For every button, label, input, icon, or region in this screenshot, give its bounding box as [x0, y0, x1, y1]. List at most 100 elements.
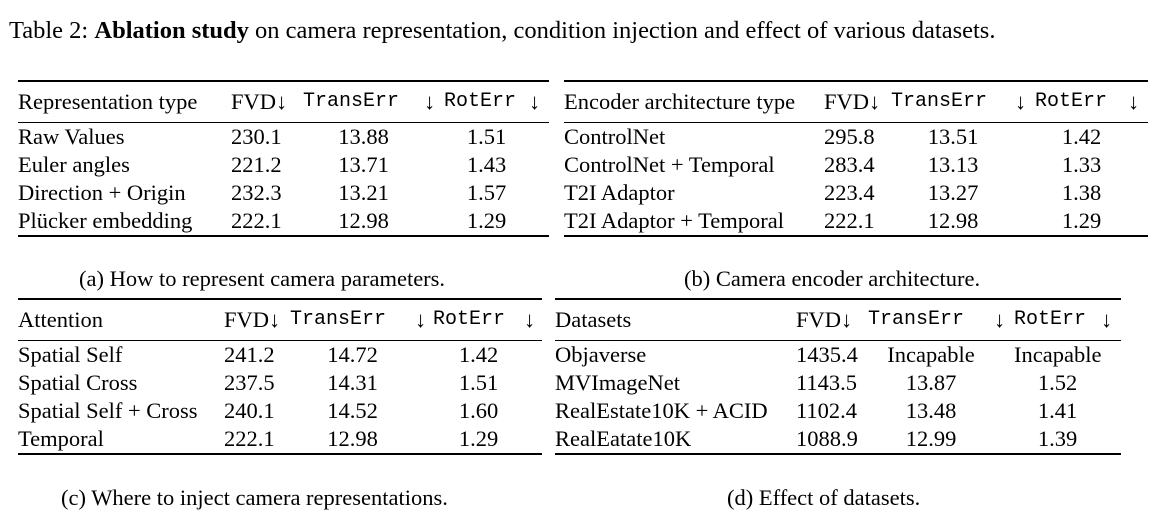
table-a-header-row: Representation type FVD↓ TransErr ↓ RotE… — [18, 80, 549, 123]
col-header-roterr: RotErr — [433, 298, 524, 341]
roterr-value: 1.52 — [1037, 369, 1078, 395]
col-header-transerr: TransErr — [868, 298, 994, 341]
col-header-transerr-arrow: ↓ — [424, 80, 444, 123]
roterr-value: 1.43 — [466, 151, 507, 177]
roterr-value: 1.33 — [1061, 151, 1102, 177]
fvd-value: 241.2 — [224, 341, 275, 367]
table-row: ControlNet + Temporal 283.4 13.13 1.33 — [564, 151, 1148, 179]
row-label: RealEstate10K + ACID — [555, 397, 768, 423]
fvd-value: 223.4 — [824, 179, 875, 205]
table-row: MVImageNet 1143.5 13.87 1.52 — [555, 369, 1121, 397]
table-row: Temporal 222.1 12.98 1.29 — [18, 425, 542, 455]
table-c-header-row: Attention FVD↓ TransErr ↓ RotErr ↓ — [18, 298, 542, 341]
transerr-value: 13.13 — [927, 151, 979, 177]
col-header-roterr-arrow: ↓ — [524, 298, 542, 341]
transerr-value: 12.98 — [891, 207, 1015, 237]
row-label: T2I Adaptor — [564, 179, 675, 205]
fvd-value: 1143.5 — [796, 369, 858, 395]
table-b-caption: (b) Camera encoder architecture. — [684, 266, 981, 291]
table-row: Plücker embedding 222.1 12.98 1.29 — [18, 207, 549, 237]
table-row: Direction + Origin 232.3 13.21 1.57 — [18, 179, 549, 207]
col-header-roterr: RotErr — [1035, 80, 1128, 123]
transerr-value: 13.71 — [338, 151, 389, 177]
col-header-representation-type: Representation type — [18, 80, 231, 123]
table-row: T2I Adaptor 223.4 13.27 1.38 — [564, 179, 1148, 207]
transerr-value: 14.52 — [327, 397, 378, 423]
col-header-transerr: TransErr — [303, 80, 424, 123]
roterr-value: 1.29 — [433, 425, 524, 455]
table-d: Datasets FVD↓ TransErr ↓ RotErr ↓ Objave… — [555, 298, 1121, 455]
col-header-transerr-arrow: ↓ — [415, 298, 433, 341]
transerr-value: 14.72 — [327, 341, 378, 367]
row-label: ControlNet + Temporal — [564, 151, 775, 177]
col-header-transerr-arrow: ↓ — [1015, 80, 1035, 123]
transerr-value: Incapable — [887, 341, 975, 367]
table-row: RealEstate10K + ACID 1102.4 13.48 1.41 — [555, 397, 1121, 425]
table-row: Spatial Cross 237.5 14.31 1.51 — [18, 369, 542, 397]
transerr-value: 13.87 — [905, 369, 957, 395]
fvd-value: 1088.9 — [796, 425, 868, 455]
table-row: RealEatate10K 1088.9 12.99 1.39 — [555, 425, 1121, 455]
table-d-caption: (d) Effect of datasets. — [727, 485, 921, 510]
col-header-roterr-arrow: ↓ — [529, 80, 549, 123]
col-header-fvd: FVD↓ — [231, 80, 303, 123]
table-a: Representation type FVD↓ TransErr ↓ RotE… — [18, 80, 549, 237]
transerr-value: 14.31 — [327, 369, 378, 395]
row-label: Raw Values — [18, 123, 125, 149]
row-label: ControlNet — [564, 123, 666, 149]
roterr-value: 1.51 — [458, 369, 499, 395]
row-label: Spatial Self — [18, 341, 123, 367]
table-b: Encoder architecture type FVD↓ TransErr … — [564, 80, 1148, 237]
table-c: Attention FVD↓ TransErr ↓ RotErr ↓ Spati… — [18, 298, 542, 455]
col-header-roterr: RotErr — [444, 80, 529, 123]
col-header-transerr: TransErr — [891, 80, 1015, 123]
fvd-value: 1435.4 — [796, 341, 858, 367]
col-header-fvd: FVD↓ — [224, 298, 290, 341]
fvd-value: 222.1 — [224, 425, 290, 455]
fvd-value: 222.1 — [824, 207, 891, 237]
col-header-transerr-arrow: ↓ — [994, 298, 1014, 341]
table-row: Euler angles 221.2 13.71 1.43 — [18, 151, 549, 179]
table-row: Spatial Self + Cross 240.1 14.52 1.60 — [18, 397, 542, 425]
row-label: Direction + Origin — [18, 179, 186, 205]
table-b-header-row: Encoder architecture type FVD↓ TransErr … — [564, 80, 1148, 123]
title-prefix: Table 2: — [9, 17, 89, 44]
title-rest: on camera representation, condition inje… — [255, 17, 996, 44]
col-header-encoder-architecture-type: Encoder architecture type — [564, 80, 824, 123]
transerr-value: 12.99 — [868, 425, 994, 455]
fvd-value: 221.2 — [231, 151, 282, 177]
transerr-value: 12.98 — [303, 207, 424, 237]
roterr-value: 1.51 — [466, 123, 507, 149]
fvd-value: 240.1 — [224, 397, 275, 423]
fvd-value: 237.5 — [224, 369, 275, 395]
table-row: ControlNet 295.8 13.51 1.42 — [564, 123, 1148, 152]
roterr-value: 1.60 — [458, 397, 499, 423]
roterr-value: 1.57 — [466, 179, 507, 205]
fvd-value: 1102.4 — [796, 397, 858, 423]
row-label: Plücker embedding — [18, 207, 231, 237]
title-bold: Ablation study — [94, 17, 249, 44]
col-header-roterr: RotErr — [1014, 298, 1101, 341]
fvd-value: 222.1 — [231, 207, 303, 237]
row-label: Euler angles — [18, 151, 130, 177]
table-c-caption: (c) Where to inject camera representatio… — [61, 485, 448, 510]
table-row: Objaverse 1435.4 Incapable Incapable — [555, 341, 1121, 370]
fvd-value: 295.8 — [824, 123, 875, 149]
transerr-value: 13.88 — [338, 123, 389, 149]
transerr-value: 13.27 — [927, 179, 979, 205]
col-header-datasets: Datasets — [555, 298, 796, 341]
fvd-value: 283.4 — [824, 151, 875, 177]
transerr-value: 12.98 — [290, 425, 415, 455]
col-header-fvd: FVD↓ — [824, 80, 891, 123]
table-d-header-row: Datasets FVD↓ TransErr ↓ RotErr ↓ — [555, 298, 1121, 341]
roterr-value: 1.41 — [1037, 397, 1078, 423]
roterr-value: 1.29 — [1035, 207, 1128, 237]
roterr-value: 1.42 — [1061, 123, 1102, 149]
row-label: Temporal — [18, 425, 224, 455]
row-label: Spatial Cross — [18, 369, 138, 395]
col-header-roterr-arrow: ↓ — [1101, 298, 1121, 341]
col-header-transerr: TransErr — [290, 298, 415, 341]
page-title: Table 2: Ablation study on camera repres… — [9, 17, 996, 44]
roterr-value: 1.39 — [1014, 425, 1101, 455]
roterr-value: Incapable — [1014, 341, 1102, 367]
